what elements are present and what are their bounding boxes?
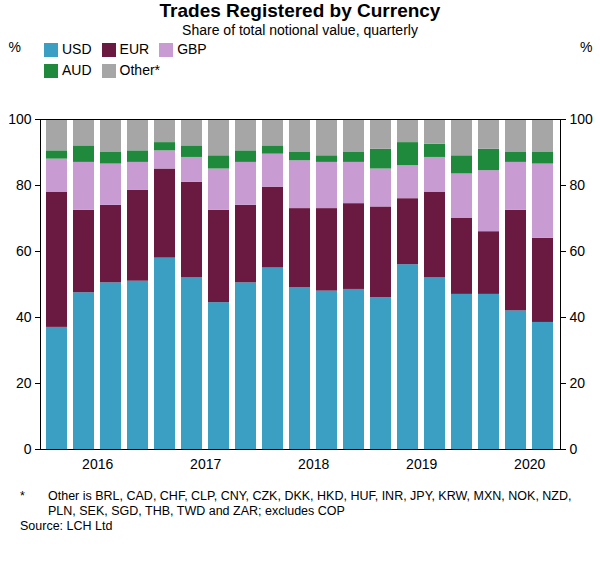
svg-text:2019: 2019 bbox=[406, 456, 437, 472]
svg-text:80: 80 bbox=[570, 177, 586, 193]
html-text:Trades Registered by Currency: Trades Registered by Currency bbox=[159, 0, 441, 21]
html-text:USD: USD bbox=[62, 41, 92, 57]
svg-text:0: 0 bbox=[24, 441, 32, 457]
html-text:Share of total notional value,: Share of total notional value, quarterly bbox=[182, 22, 418, 38]
svg-text:20: 20 bbox=[16, 375, 32, 391]
svg-text:%: % bbox=[9, 39, 21, 55]
svg-text:80: 80 bbox=[16, 177, 32, 193]
html-text:GBP: GBP bbox=[177, 41, 207, 57]
svg-text:100: 100 bbox=[8, 111, 32, 127]
svg-text:100: 100 bbox=[570, 111, 594, 127]
svg-text:60: 60 bbox=[570, 243, 586, 259]
html-text:Source: LCH Ltd: Source: LCH Ltd bbox=[20, 519, 113, 533]
html-text:Other*: Other* bbox=[119, 62, 160, 78]
svg-text:60: 60 bbox=[16, 243, 32, 259]
svg-text:20: 20 bbox=[570, 375, 586, 391]
svg-text:2018: 2018 bbox=[298, 456, 329, 472]
svg-text:2020: 2020 bbox=[514, 456, 545, 472]
html-text:EUR: EUR bbox=[119, 41, 150, 57]
svg-text:40: 40 bbox=[570, 309, 586, 325]
svg-text:0: 0 bbox=[570, 441, 578, 457]
svg-text:2016: 2016 bbox=[82, 456, 113, 472]
svg-text:40: 40 bbox=[16, 309, 32, 325]
svg-text:%: % bbox=[580, 39, 592, 55]
html-text:AUD: AUD bbox=[62, 62, 92, 78]
svg-text:2017: 2017 bbox=[190, 456, 221, 472]
html-text:Other is BRL, CAD, CHF, CLP, C: Other is BRL, CAD, CHF, CLP, CNY, CZK, D… bbox=[48, 489, 572, 518]
